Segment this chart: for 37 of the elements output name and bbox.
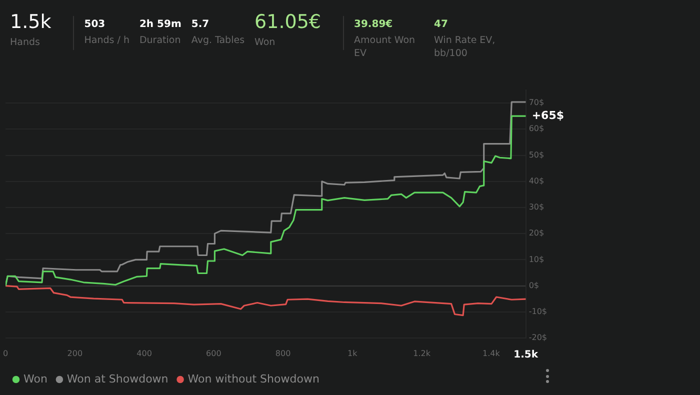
legend-label: Won (24, 372, 48, 386)
text: 5.7 (191, 18, 210, 32)
y-tick-label: 10$ (528, 254, 544, 264)
x-tick-label: 400 (136, 348, 152, 358)
x-tick-label: 800 (275, 348, 291, 358)
y-tick-label: 30$ (528, 202, 544, 212)
text: 39.89€ (354, 18, 394, 32)
text: Hands (10, 36, 41, 49)
y-tick-label: -10$ (528, 306, 547, 316)
text: 1.5k (10, 10, 52, 34)
x-tick-label: 1.5k (514, 350, 538, 361)
x-tick-label: 600 (206, 348, 222, 358)
x-tick-label: 1k (348, 348, 358, 358)
text: 47 (434, 18, 449, 32)
text: 61.05€ (254, 10, 322, 34)
text: Win Rate EV, bb/100 (434, 34, 496, 60)
y-tick-label: 50$ (528, 150, 544, 160)
text: Amount Won EV (354, 34, 416, 60)
annotation: +65$ (532, 108, 564, 122)
text: 2h 59m (139, 18, 182, 32)
y-tick-label: 20$ (528, 228, 544, 238)
text: Duration (139, 34, 182, 47)
legend-label: Won without Showdown (188, 372, 320, 386)
legend-label: Won at Showdown (66, 372, 168, 386)
y-tick-label: 60$ (528, 124, 544, 134)
y-tick-label: 70$ (528, 98, 544, 108)
x-tick-label: 1.2k (413, 348, 431, 358)
y-tick-label: -20$ (528, 333, 547, 342)
text: Avg. Tables (191, 34, 245, 47)
text: Won (254, 36, 276, 49)
text: 503 (84, 18, 106, 32)
x-tick-label: 200 (67, 348, 83, 358)
y-tick-label: 40$ (528, 176, 544, 186)
x-tick-label: 1.4k (482, 348, 500, 358)
x-tick-label: 0 (3, 348, 8, 358)
text: Hands / h (84, 34, 130, 47)
y-tick-label: 0$ (528, 280, 540, 290)
